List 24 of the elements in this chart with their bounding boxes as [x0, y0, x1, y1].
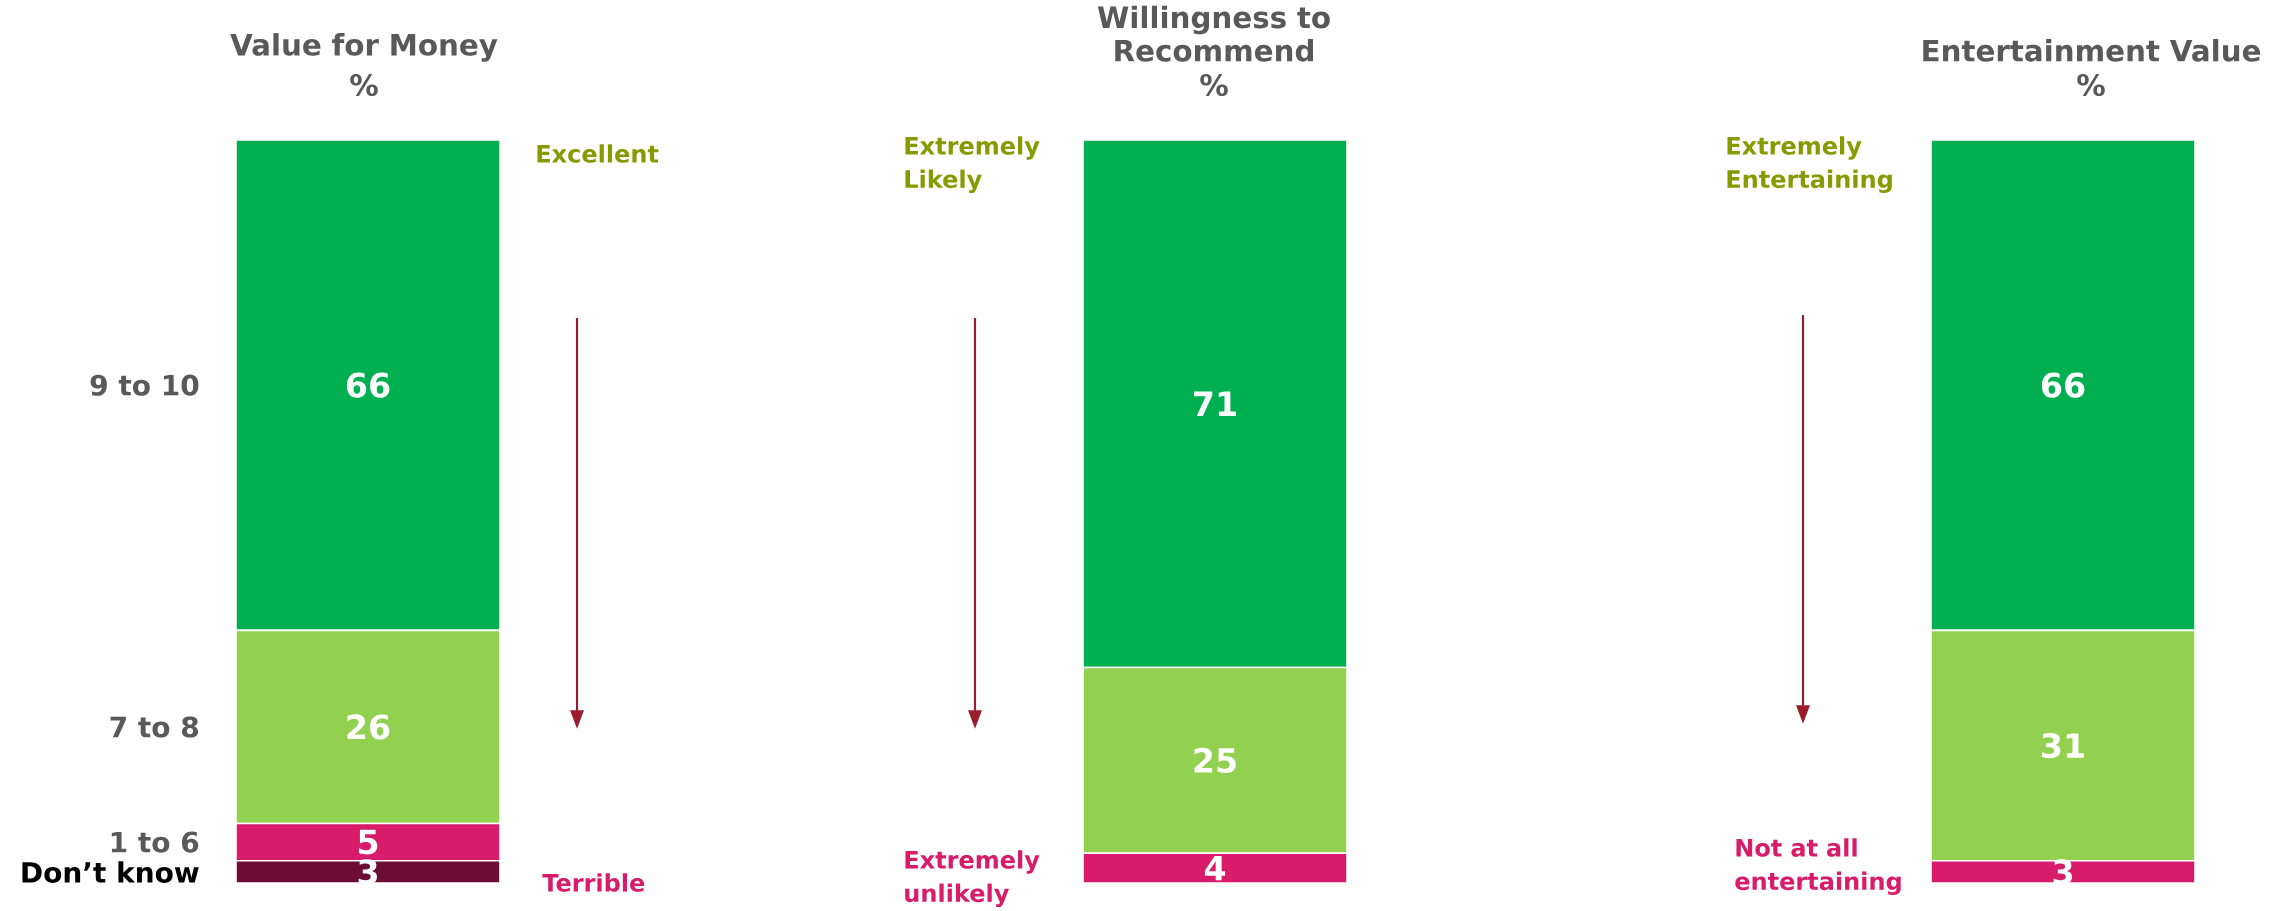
series-label: 9 to 10: [90, 374, 199, 396]
chart-subtitle: %: [350, 73, 378, 97]
data-label: 66: [346, 372, 390, 398]
text: Extremely unlikely: [905, 850, 1040, 908]
data-label: 4: [1204, 855, 1226, 881]
data-label: 25: [1194, 747, 1236, 774]
text: Extremely Entertaining: [1727, 136, 1892, 194]
data-label: 66: [2041, 372, 2085, 398]
chart-title: Value for Money: [230, 33, 498, 62]
text: Excellent: [537, 144, 659, 163]
text: Extremely Likely: [905, 136, 1040, 194]
chart-title: Entertainment Value: [1923, 39, 2261, 62]
data-label: 71: [1194, 391, 1236, 416]
chart-subtitle: %: [1200, 73, 1228, 97]
series-label: 1 to 6: [111, 831, 199, 853]
series-label: Don’t know: [22, 861, 199, 883]
text: Not at all entertaining: [1735, 838, 1901, 896]
data-label: 26: [347, 714, 390, 740]
data-label: 5: [358, 829, 378, 855]
text: Terrible: [542, 873, 645, 892]
chart-title: Willingness to Recommend: [1097, 5, 1330, 62]
series-label: 7 to 8: [110, 716, 198, 738]
data-label: 31: [2042, 732, 2084, 759]
chart-subtitle: %: [2077, 73, 2105, 97]
